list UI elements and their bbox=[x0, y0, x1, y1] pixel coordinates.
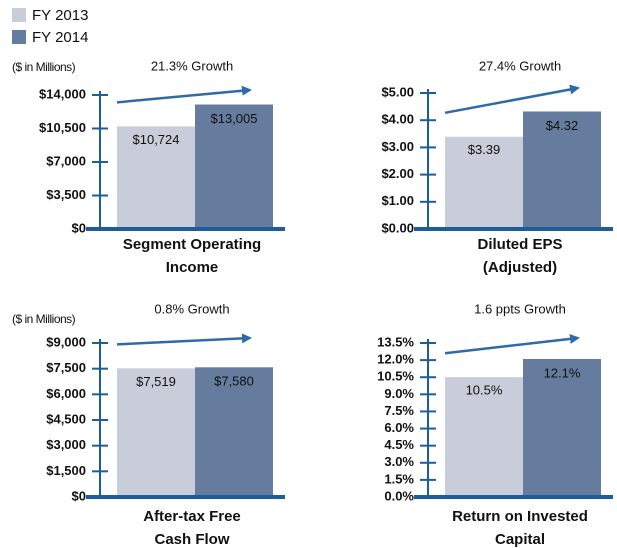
chart-title: After-tax Free bbox=[143, 508, 241, 525]
annotation: 21.3% Growth bbox=[151, 58, 233, 73]
legend-label: FY 2013 bbox=[32, 7, 88, 24]
y-tick-label: 1.5% bbox=[384, 471, 414, 486]
annotation: 1.6 ppts Growth bbox=[474, 301, 566, 316]
y-tick-label: $7,500 bbox=[46, 360, 86, 375]
chart-title: Income bbox=[166, 259, 219, 276]
growth-arrow bbox=[116, 85, 252, 104]
value-label: $7,519 bbox=[136, 374, 176, 389]
y-tick-label: 9.0% bbox=[384, 386, 414, 401]
unit-label: ($ in Millions) bbox=[12, 312, 76, 326]
y-tick-label: $14,000 bbox=[39, 86, 86, 101]
y-tick-label: 0.0% bbox=[384, 488, 414, 503]
bar bbox=[117, 126, 195, 229]
growth-arrow bbox=[444, 84, 580, 115]
chart-title: Capital bbox=[495, 531, 545, 548]
legend-swatch bbox=[12, 8, 26, 22]
y-tick-label: $1.00 bbox=[381, 193, 414, 208]
chart-title: Cash Flow bbox=[154, 531, 229, 548]
value-label: 12.1% bbox=[544, 365, 581, 380]
unit-label: ($ in Millions) bbox=[12, 60, 76, 74]
y-tick-label: $0 bbox=[72, 488, 86, 503]
value-label: $4.32 bbox=[546, 118, 579, 133]
chart: $0 $1,500 $3,000 $4,500 $6,000 $7,500 $9,000 $7… bbox=[12, 301, 285, 548]
chart-title: (Adjusted) bbox=[483, 259, 557, 276]
bar bbox=[195, 104, 273, 229]
growth-arrow bbox=[116, 333, 252, 346]
y-tick-label: 12.0% bbox=[377, 352, 414, 367]
value-label: $10,724 bbox=[133, 132, 180, 147]
value-label: 10.5% bbox=[466, 383, 503, 398]
y-tick-label: 10.5% bbox=[377, 369, 414, 384]
y-tick-label: $6,000 bbox=[46, 386, 86, 401]
annotation: 0.8% Growth bbox=[154, 301, 229, 316]
y-tick-label: $3,000 bbox=[46, 437, 86, 452]
y-tick-label: $4.00 bbox=[381, 112, 414, 127]
legend-label: FY 2014 bbox=[32, 29, 88, 46]
y-tick-label: $10,500 bbox=[39, 120, 86, 135]
y-tick-label: 3.0% bbox=[384, 454, 414, 469]
value-label: $13,005 bbox=[211, 111, 258, 126]
y-tick-label: $0.00 bbox=[381, 220, 414, 235]
y-tick-label: $0 bbox=[72, 220, 86, 235]
y-tick-label: $5.00 bbox=[381, 84, 414, 99]
y-tick-label: 6.0% bbox=[384, 420, 414, 435]
growth-arrow bbox=[444, 333, 580, 355]
bar bbox=[445, 377, 523, 497]
value-label: $3.39 bbox=[468, 142, 501, 157]
chart: 0.0% 1.5% 3.0% 4.5% 6.0% 7.5% 9.0% 10.5% 12.0% 13… bbox=[377, 301, 613, 548]
chart-title: Return on Invested bbox=[452, 508, 588, 525]
y-tick-label: $7,000 bbox=[46, 153, 86, 168]
bar bbox=[117, 368, 195, 497]
y-tick-label: 13.5% bbox=[377, 334, 414, 349]
y-tick-label: $2.00 bbox=[381, 166, 414, 181]
y-tick-label: $9,000 bbox=[46, 334, 86, 349]
y-tick-label: $3.00 bbox=[381, 139, 414, 154]
legend-swatch bbox=[12, 30, 26, 44]
bar bbox=[445, 136, 523, 229]
y-tick-label: $3,500 bbox=[46, 187, 86, 202]
chart-title: Diluted EPS bbox=[477, 236, 562, 253]
annotation: 27.4% Growth bbox=[479, 58, 561, 73]
chart-title: Segment Operating bbox=[123, 236, 261, 253]
y-tick-label: 4.5% bbox=[384, 437, 414, 452]
bar bbox=[523, 358, 601, 497]
bar bbox=[195, 367, 273, 497]
chart: $0.00 $1.00 $2.00 $3.00 $4.00 $5.00 $3.39 $4.32… bbox=[381, 58, 613, 276]
y-tick-label: $4,500 bbox=[46, 411, 86, 426]
value-label: $7,580 bbox=[214, 374, 254, 389]
y-tick-label: $1,500 bbox=[46, 463, 86, 478]
bar bbox=[523, 111, 601, 229]
y-tick-label: 7.5% bbox=[384, 403, 414, 418]
chart: $0 $3,500 $7,000 $10,500 $14,000 $10,724 $13,0… bbox=[12, 58, 285, 276]
